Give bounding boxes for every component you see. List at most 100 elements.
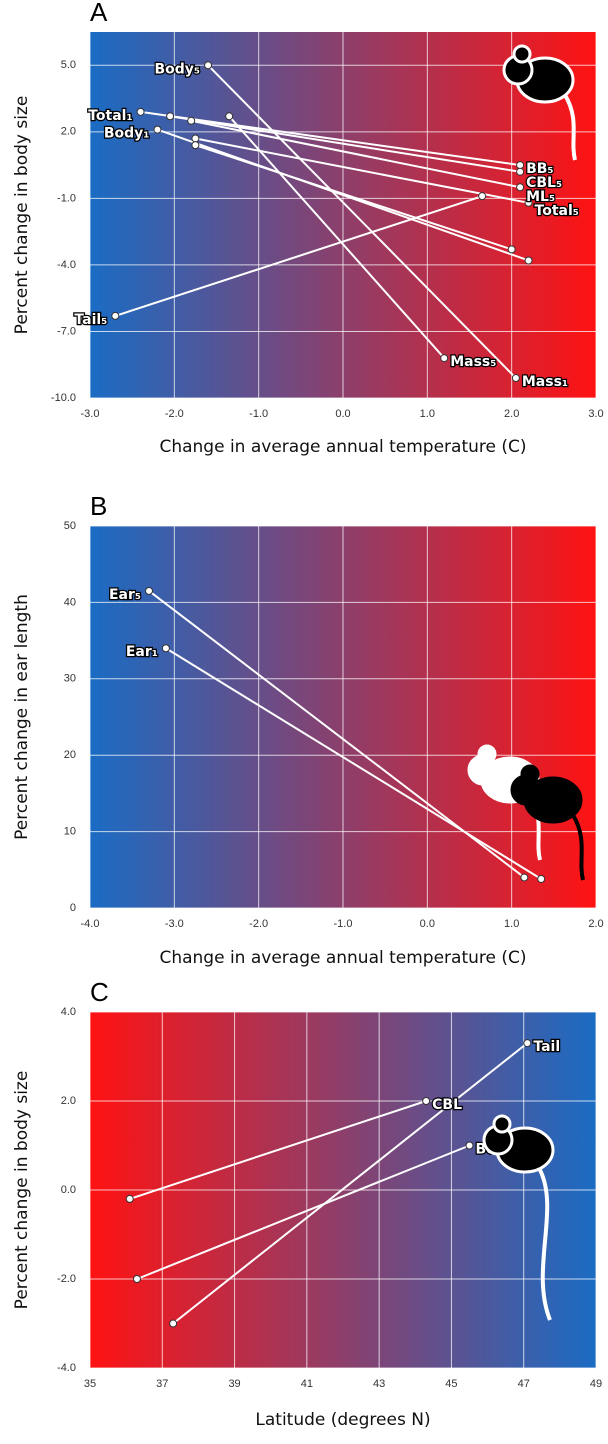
panel-letter: B bbox=[90, 491, 107, 521]
data-line bbox=[172, 1042, 528, 1325]
data-point bbox=[440, 354, 449, 363]
y-tick-label: 5.0 bbox=[61, 59, 76, 71]
x-tick-label: 47 bbox=[518, 1378, 530, 1390]
data-point bbox=[191, 141, 200, 150]
annotation: Body₁ bbox=[104, 126, 150, 142]
x-tick-label: -2.0 bbox=[249, 918, 268, 930]
annotation: CBL bbox=[432, 1097, 462, 1113]
mouse-ear bbox=[512, 44, 532, 64]
y-tick-label: -4.0 bbox=[57, 1362, 76, 1374]
data-point bbox=[524, 256, 533, 265]
data-point bbox=[204, 61, 213, 70]
data-point bbox=[523, 1039, 532, 1048]
mouse-ear bbox=[520, 764, 540, 784]
y-tick-label: -1.0 bbox=[57, 192, 76, 204]
data-point bbox=[520, 873, 529, 882]
y-tick-label: 2.0 bbox=[61, 1095, 76, 1107]
data-point bbox=[516, 183, 525, 192]
annotation: Tail₅ bbox=[74, 312, 107, 328]
data-point bbox=[153, 125, 162, 134]
mouse-ear bbox=[477, 744, 497, 764]
data-point bbox=[125, 1194, 134, 1203]
y-tick-label: -2.0 bbox=[57, 1273, 76, 1285]
mouse-icon bbox=[502, 44, 577, 161]
x-tick-label: 3.0 bbox=[588, 408, 603, 420]
x-tick-label: -2.0 bbox=[165, 408, 184, 420]
annotation: ML₅ bbox=[526, 189, 555, 205]
data-point bbox=[111, 311, 120, 320]
data-line bbox=[129, 1100, 427, 1200]
annotation: Mass₅ bbox=[450, 354, 496, 370]
x-tick-label: 2.0 bbox=[504, 408, 519, 420]
x-tick-label: 1.0 bbox=[504, 918, 519, 930]
data-line bbox=[207, 64, 517, 379]
data-line bbox=[195, 144, 512, 251]
mouse-icon bbox=[510, 764, 585, 881]
annotation: Ear₁ bbox=[126, 644, 158, 660]
x-tick-label: 45 bbox=[445, 1378, 457, 1390]
annotation: CBL₅ bbox=[526, 175, 562, 191]
data-line bbox=[157, 128, 529, 262]
y-tick-label: -7.0 bbox=[57, 325, 76, 337]
data-point bbox=[524, 198, 533, 207]
mouse-tail bbox=[571, 813, 585, 881]
y-tick-label: 10 bbox=[64, 826, 76, 838]
data-point bbox=[225, 112, 234, 121]
annotation: BB₅ bbox=[526, 161, 553, 177]
y-axis-label: Percent change in body size bbox=[12, 96, 32, 335]
data-point bbox=[161, 644, 170, 653]
mouse-tail bbox=[563, 93, 577, 161]
y-tick-label: 0 bbox=[70, 902, 76, 914]
data-point bbox=[537, 874, 546, 883]
panel-letter: A bbox=[90, 0, 108, 27]
x-tick-label: 1.0 bbox=[420, 408, 435, 420]
x-tick-label: -1.0 bbox=[249, 408, 268, 420]
y-tick-label: -4.0 bbox=[57, 259, 76, 271]
y-axis-label: Percent change in body size bbox=[12, 1071, 32, 1310]
panel-letter: C bbox=[90, 977, 109, 1007]
data-point bbox=[478, 192, 487, 201]
data-point bbox=[136, 107, 145, 116]
y-axis-label: Percent change in ear length bbox=[12, 594, 32, 840]
data-line bbox=[165, 647, 542, 880]
mouse-ear bbox=[492, 1114, 512, 1134]
x-tick-label: 43 bbox=[373, 1378, 385, 1390]
y-tick-label: 4.0 bbox=[61, 1006, 76, 1018]
data-point bbox=[166, 112, 175, 121]
y-tick-label: 2.0 bbox=[61, 126, 76, 138]
x-tick-label: -1.0 bbox=[334, 918, 353, 930]
x-tick-label: -3.0 bbox=[81, 408, 100, 420]
y-tick-label: 40 bbox=[64, 596, 76, 608]
x-tick-label: 39 bbox=[228, 1378, 240, 1390]
y-tick-label: 30 bbox=[64, 673, 76, 685]
y-tick-label: 20 bbox=[64, 749, 76, 761]
data-line bbox=[191, 119, 521, 189]
x-tick-label: -4.0 bbox=[81, 918, 100, 930]
x-tick-label: 0.0 bbox=[420, 918, 435, 930]
annotation: Tail bbox=[533, 1039, 560, 1055]
data-point bbox=[507, 245, 516, 254]
annotation: Total₁ bbox=[88, 108, 132, 124]
data-point bbox=[145, 586, 154, 595]
data-point bbox=[191, 134, 200, 143]
data-point bbox=[422, 1097, 431, 1105]
data-point bbox=[465, 1141, 474, 1150]
data-point bbox=[169, 1319, 178, 1328]
x-tick-label: 49 bbox=[590, 1378, 602, 1390]
x-axis-label: Change in average annual temperature (C) bbox=[159, 437, 526, 457]
annotation: Ear₅ bbox=[109, 587, 141, 603]
data-line bbox=[114, 195, 483, 317]
data-line bbox=[169, 115, 521, 173]
annotation: Total₅ bbox=[535, 203, 579, 219]
x-tick-label: 41 bbox=[301, 1378, 313, 1390]
data-point bbox=[187, 116, 196, 125]
mouse-icon bbox=[482, 1114, 555, 1321]
annotation: Body₅ bbox=[154, 61, 200, 77]
annotation: Mass₁ bbox=[522, 374, 568, 390]
data-point bbox=[516, 167, 525, 176]
y-tick-label: 50 bbox=[64, 520, 76, 532]
data-point bbox=[132, 1275, 141, 1283]
data-line bbox=[228, 115, 445, 359]
